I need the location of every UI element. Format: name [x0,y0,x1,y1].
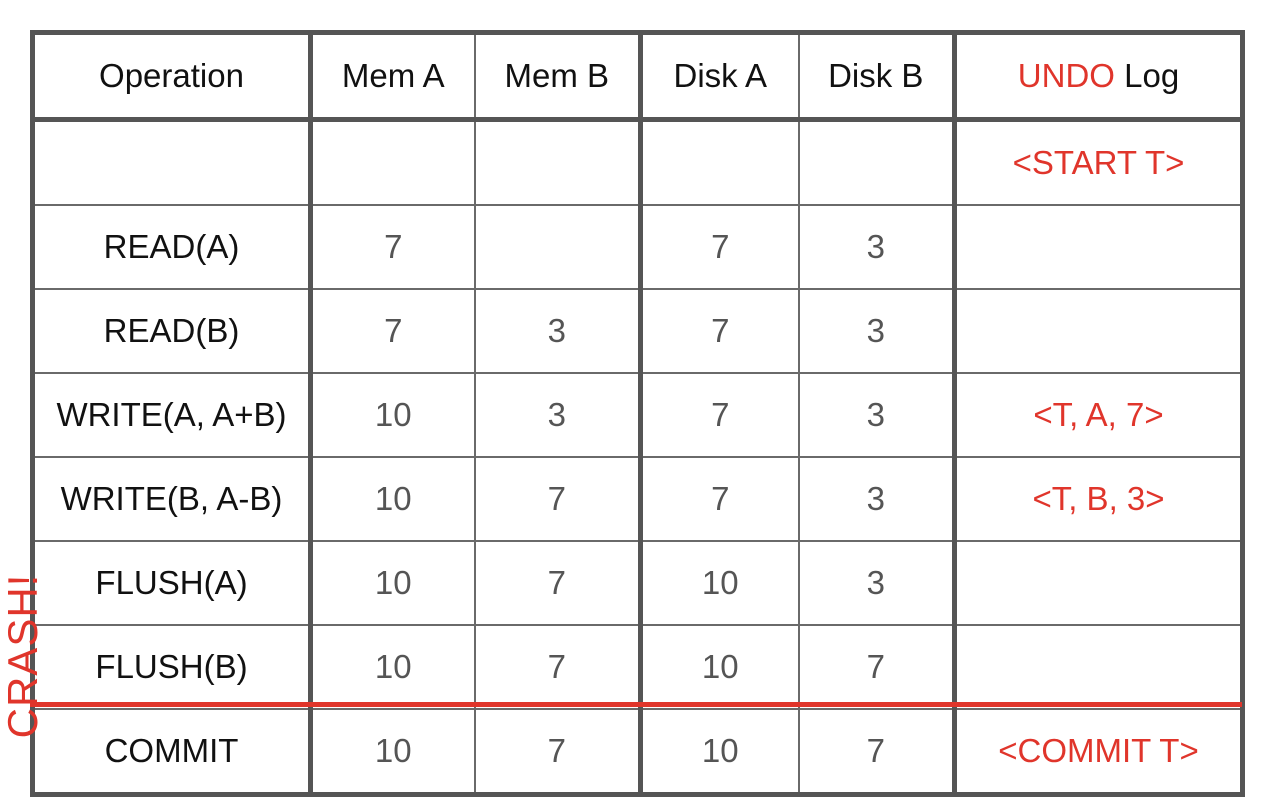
cell-mem-b: 7 [473,708,642,796]
cell-mem-b: 3 [473,288,642,374]
cell-mem-b: 3 [473,372,642,458]
cell-disk-b [797,118,956,206]
cell-mem-a: 10 [308,372,476,458]
crash-line [30,702,1242,707]
cell-disk-b: 3 [797,372,956,458]
header-undo-word: UNDO [1017,57,1115,94]
cell-disk-b: 3 [797,540,956,626]
cell-disk-a: 7 [638,288,800,374]
cell-mem-a: 10 [308,540,476,626]
cell-operation: WRITE(B, A-B) [31,456,312,542]
cell-disk-a: 10 [638,540,800,626]
cell-disk-b: 3 [797,288,956,374]
cell-disk-b: 7 [797,624,956,710]
header-operation: Operation [31,31,312,122]
table-body: <START T> READ(A) 7 7 3 READ(B) 7 3 7 3 WRITE(A, A… [31,118,1244,796]
cell-disk-a: 7 [638,456,800,542]
header-row: Operation Mem A Mem B Disk A Disk B UNDO… [31,31,1244,122]
cell-operation: READ(B) [31,288,312,374]
cell-operation: READ(A) [31,204,312,290]
table-row: COMMIT 10 7 10 7 <COMMIT T> [31,708,1244,796]
table-row: FLUSH(B) 10 7 10 7 [31,624,1244,710]
cell-undo-log: <START T> [952,118,1244,206]
cell-operation: FLUSH(B) [31,624,312,710]
cell-undo-log [952,540,1244,626]
cell-mem-b: 7 [473,456,642,542]
cell-disk-a [638,118,800,206]
header-mem-a: Mem A [308,31,476,122]
table-row: WRITE(B, A-B) 10 7 7 3 <T, B, 3> [31,456,1244,542]
cell-operation: FLUSH(A) [31,540,312,626]
cell-disk-a: 10 [638,624,800,710]
cell-disk-b: 3 [797,456,956,542]
header-disk-b: Disk B [797,31,956,122]
cell-undo-log [952,204,1244,290]
cell-undo-log [952,288,1244,374]
cell-undo-log: <T, B, 3> [952,456,1244,542]
cell-disk-b: 3 [797,204,956,290]
table-row: <START T> [31,118,1244,206]
cell-mem-a: 7 [308,204,476,290]
header-undo-log: UNDO Log [952,31,1244,122]
cell-undo-log: <COMMIT T> [952,708,1244,796]
header-disk-a: Disk A [638,31,800,122]
undo-log-table: Operation Mem A Mem B Disk A Disk B UNDO… [30,30,1245,797]
cell-mem-b: 7 [473,624,642,710]
header-log-word: Log [1114,57,1180,94]
cell-operation [31,118,312,206]
cell-disk-b: 7 [797,708,956,796]
undo-log-table-container: Operation Mem A Mem B Disk A Disk B UNDO… [30,30,1245,797]
cell-mem-b [473,204,642,290]
cell-mem-a: 10 [308,708,476,796]
cell-mem-a [308,118,476,206]
table-row: READ(A) 7 7 3 [31,204,1244,290]
cell-mem-a: 10 [308,456,476,542]
cell-mem-b: 7 [473,540,642,626]
cell-operation: COMMIT [31,708,312,796]
cell-undo-log: <T, A, 7> [952,372,1244,458]
crash-label: CRASH! [0,573,46,739]
cell-disk-a: 10 [638,708,800,796]
table-row: READ(B) 7 3 7 3 [31,288,1244,374]
cell-mem-a: 7 [308,288,476,374]
table-row: FLUSH(A) 10 7 10 3 [31,540,1244,626]
header-mem-b: Mem B [473,31,642,122]
cell-undo-log [952,624,1244,710]
cell-mem-a: 10 [308,624,476,710]
cell-operation: WRITE(A, A+B) [31,372,312,458]
cell-disk-a: 7 [638,204,800,290]
cell-disk-a: 7 [638,372,800,458]
table-row: WRITE(A, A+B) 10 3 7 3 <T, A, 7> [31,372,1244,458]
cell-mem-b [473,118,642,206]
